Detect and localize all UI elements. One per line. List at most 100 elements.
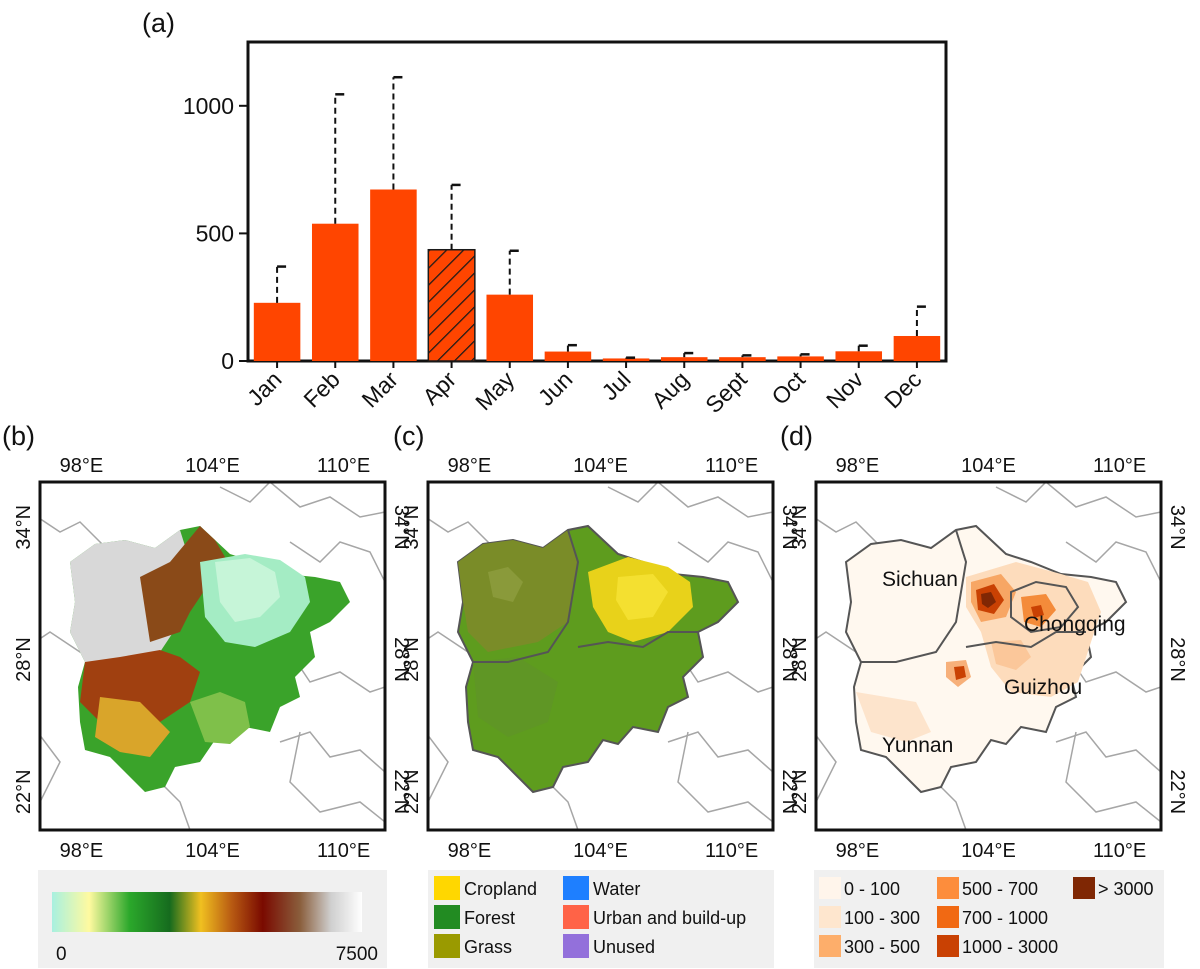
- legend-label: 1000 - 3000: [962, 937, 1058, 957]
- lat-tick-left: 28°N: [13, 637, 35, 682]
- legend-label: Cropland: [464, 879, 537, 899]
- lat-tick-left: 34°N: [789, 505, 811, 550]
- bar-apr: [427, 248, 476, 362]
- elevation-min-label: 0: [56, 944, 67, 965]
- density-map: Sichuan Chongqing Guizhou Yunnan: [814, 480, 1163, 832]
- lat-tick-left: 28°N: [789, 637, 811, 682]
- lon-tick-top: 104°E: [961, 455, 1016, 477]
- map-frame-c: [426, 480, 775, 832]
- map-frame-b: [38, 480, 387, 832]
- lon-tick-bottom: 98°E: [60, 840, 104, 862]
- map-frame-d: [814, 480, 1163, 832]
- legend-label: 500 - 700: [962, 879, 1038, 899]
- bar-oct: [777, 356, 824, 361]
- bar-may: [486, 294, 534, 361]
- lat-tick-left: 34°N: [13, 505, 35, 550]
- lat-tick-left: 22°N: [13, 769, 35, 814]
- lon-tick-bottom: 110°E: [705, 840, 758, 862]
- legend-label: 0 - 100: [844, 879, 900, 899]
- lat-tick-left: 28°N: [401, 637, 423, 682]
- legend-swatch: [937, 906, 959, 928]
- lat-tick-right: 22°N: [390, 769, 412, 814]
- bar-mar: [370, 189, 417, 361]
- legend-label: Grass: [464, 937, 512, 957]
- elevation-max-label: 7500: [336, 944, 378, 965]
- lat-tick-right: 22°N: [778, 769, 800, 814]
- panel-label-c: (c): [393, 421, 424, 451]
- lat-tick-right: 34°N: [1166, 505, 1188, 550]
- legend-label: > 3000: [1098, 879, 1154, 899]
- x-tick-label: Jun: [533, 366, 578, 411]
- elevation-colorbar: [52, 892, 362, 932]
- legend-swatch: [563, 905, 589, 929]
- lat-tick-right: 28°N: [1166, 637, 1188, 682]
- legend-swatch: [937, 935, 959, 957]
- landuse-map: [426, 480, 775, 832]
- lon-tick-bottom: 110°E: [317, 840, 370, 862]
- bar-nov: [835, 351, 883, 361]
- x-tick-label: Jan: [242, 366, 287, 411]
- landuse-legend: Cropland Water Forest Urban and build-up Gra…: [428, 870, 774, 968]
- legend-swatch: [819, 906, 841, 928]
- province-label-sichuan: Sichuan: [882, 568, 958, 591]
- x-tick-label: Sept: [700, 366, 752, 418]
- panel-label-d: (d): [780, 421, 813, 451]
- elevation-legend: 0 7500: [38, 870, 387, 968]
- legend-swatch: [937, 877, 959, 899]
- legend-swatch: [819, 935, 841, 957]
- legend-label: Unused: [593, 937, 655, 957]
- x-tick-label: Aug: [646, 366, 693, 413]
- x-tick-label: May: [470, 366, 519, 415]
- x-tick-label: Feb: [298, 366, 344, 412]
- lon-tick-top: 98°E: [836, 455, 880, 477]
- province-label-yunnan: Yunnan: [882, 734, 953, 757]
- lon-tick-top: 98°E: [448, 455, 492, 477]
- y-tick-label: 1000: [183, 93, 234, 119]
- lon-tick-top: 104°E: [185, 455, 240, 477]
- lat-tick-right: 34°N: [778, 505, 800, 550]
- panel-label-a: (a): [142, 8, 175, 38]
- legend-label: 300 - 500: [844, 937, 920, 957]
- legend-swatch: [434, 934, 460, 958]
- lon-tick-bottom: 110°E: [1093, 840, 1146, 862]
- lon-tick-bottom: 98°E: [836, 840, 880, 862]
- panel-label-b: (b): [2, 421, 35, 451]
- lon-tick-bottom: 104°E: [573, 840, 628, 862]
- legend-label: Urban and build-up: [593, 908, 746, 928]
- lat-tick-right: 28°N: [390, 637, 412, 682]
- bar-dec: [893, 335, 941, 361]
- bar-aug: [660, 357, 708, 361]
- lon-tick-top: 110°E: [1093, 455, 1146, 477]
- legend-swatch: [434, 876, 460, 900]
- x-tick-label: Dec: [879, 366, 926, 413]
- legend-swatch: [563, 876, 589, 900]
- bar-jan: [253, 302, 301, 361]
- plot-frame: [246, 40, 948, 363]
- lat-tick-left: 22°N: [789, 769, 811, 814]
- lat-tick-right: 34°N: [390, 505, 412, 550]
- y-tick-label: 0: [221, 348, 234, 374]
- province-label-chongqing: Chongqing: [1024, 613, 1126, 636]
- lon-tick-top: 104°E: [573, 455, 628, 477]
- legend-label: 100 - 300: [844, 908, 920, 928]
- legend-swatch: [434, 905, 460, 929]
- lon-tick-top: 110°E: [705, 455, 758, 477]
- lat-tick-left: 34°N: [401, 505, 423, 550]
- legend-label: Forest: [464, 908, 515, 928]
- density-legend: 0 - 100 500 - 700 > 3000 100 - 300 700 - 100…: [814, 870, 1164, 968]
- elevation-map: [38, 480, 387, 832]
- legend-swatch: [819, 877, 841, 899]
- bar-sept: [719, 357, 766, 361]
- lon-tick-bottom: 98°E: [448, 840, 492, 862]
- monthly-bar-chart: 0 500 1000 Jan Feb Mar Apr May Jun Jul Aug Sept Oct…: [183, 40, 948, 418]
- lon-tick-bottom: 104°E: [961, 840, 1016, 862]
- lon-tick-bottom: 104°E: [185, 840, 240, 862]
- x-tick-label: Nov: [821, 366, 869, 414]
- x-tick-label: Apr: [417, 366, 461, 410]
- x-tick-label: Mar: [357, 366, 404, 413]
- y-tick-label: 500: [196, 220, 234, 246]
- lon-tick-top: 110°E: [317, 455, 370, 477]
- bar-jun: [544, 351, 592, 361]
- lat-tick-right: 22°N: [1166, 769, 1188, 814]
